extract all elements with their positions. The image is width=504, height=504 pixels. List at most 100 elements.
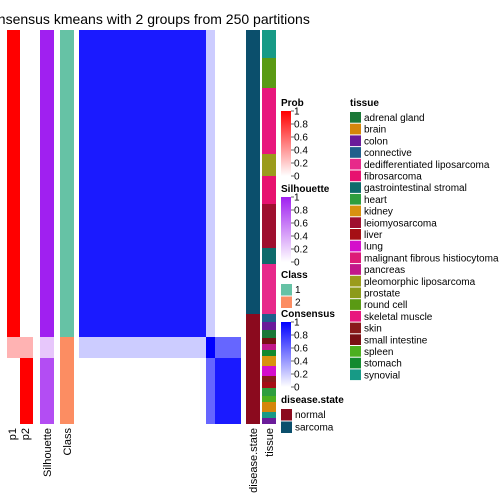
tissue-swatch-19 xyxy=(350,334,361,345)
consensus-tick-label-0: 1 xyxy=(294,318,300,329)
tissue-label-19: small intestine xyxy=(364,335,428,346)
tissue-swatch-20 xyxy=(350,346,361,357)
tissue-swatch-7 xyxy=(350,193,361,205)
tissue-swatch-22 xyxy=(350,369,361,381)
tissue-swatch-13 xyxy=(350,264,361,275)
tissue-swatch-15 xyxy=(350,287,361,299)
tissue-label-3: connective xyxy=(364,148,412,159)
tissue-cell-4 xyxy=(262,176,276,204)
tissue-swatch-17 xyxy=(350,310,361,322)
disease-state-sarcoma xyxy=(246,30,260,314)
silhouette-cell-group1 xyxy=(40,30,54,337)
consensus-tick-label-2: 0.6 xyxy=(294,344,308,355)
tissue-swatch-21 xyxy=(350,357,361,369)
p1-cell-mixed xyxy=(7,337,20,358)
tissue-swatch-4 xyxy=(350,158,361,170)
chart-title: consensus kmeans with 2 groups from 250 … xyxy=(0,11,310,27)
tissue-cell-6 xyxy=(262,248,276,264)
tissue-cell-18 xyxy=(262,388,276,396)
consensus-colorbar xyxy=(281,322,291,387)
tissue-label-7: heart xyxy=(364,195,387,206)
tissue-cell-17 xyxy=(262,382,276,388)
class-cell-2 xyxy=(60,337,74,424)
consensus-strip-mid xyxy=(215,337,241,358)
tissue-label-9: leiomyosarcoma xyxy=(364,218,437,229)
tissue-swatch-8 xyxy=(350,205,361,217)
prob-tick-label-3: 0.4 xyxy=(294,146,308,157)
tissue-cell-10 xyxy=(262,330,276,338)
tissue-label-6: gastrointestinal stromal xyxy=(364,183,467,194)
tissue-label-2: colon xyxy=(364,136,388,147)
consensus-block-mixed xyxy=(206,337,215,358)
silhouette-tick-label-0: 1 xyxy=(294,193,300,204)
tissue-cell-8 xyxy=(262,314,276,322)
tissue-cell-7 xyxy=(262,264,276,314)
tissue-label-14: pleomorphic liposarcoma xyxy=(364,277,476,288)
tissue-cell-22 xyxy=(262,418,276,424)
tissue-cell-0 xyxy=(262,30,276,58)
tissue-label-11: lung xyxy=(364,242,383,253)
tissue-cell-12 xyxy=(262,344,276,350)
disease-state-label-0: normal xyxy=(295,410,326,421)
silhouette-cell-mixed xyxy=(40,337,54,358)
p2-cell-group2 xyxy=(20,358,33,424)
silhouette-colorbar xyxy=(281,197,291,262)
consensus-block-22 xyxy=(215,358,241,424)
tissue-label-1: brain xyxy=(364,125,386,136)
disease-state-normal xyxy=(246,314,260,424)
consensus-tick-label-1: 0.8 xyxy=(294,331,308,342)
tissue-cell-1 xyxy=(262,58,276,88)
tissue-label-10: liver xyxy=(364,230,383,241)
tissue-swatch-0 xyxy=(350,112,361,123)
tissue-label-0: adrenal gland xyxy=(364,113,425,124)
silhouette-tick-label-1: 0.8 xyxy=(294,206,308,217)
tissue-cell-11 xyxy=(262,338,276,344)
tissue-swatch-16 xyxy=(350,299,361,310)
class-legend-title: Class xyxy=(281,270,308,281)
silhouette-tick-label-4: 0.2 xyxy=(294,245,308,256)
tissue-cell-13 xyxy=(262,350,276,356)
tissue-swatch-6 xyxy=(350,182,361,193)
p1-cell-group1 xyxy=(7,30,20,337)
tissue-swatch-3 xyxy=(350,147,361,158)
tissue-cell-16 xyxy=(262,376,276,382)
consensus-strip-bottom xyxy=(79,337,206,358)
tissue-swatch-2 xyxy=(350,135,361,147)
prob-tick-label-1: 0.8 xyxy=(294,120,308,131)
column-label-silhouette: Silhouette xyxy=(42,428,54,477)
tissue-label-17: skeletal muscle xyxy=(364,312,433,323)
tissue-cell-21 xyxy=(262,412,276,418)
column-label-p2: p2 xyxy=(20,428,32,440)
tissue-cell-9 xyxy=(262,322,276,330)
tissue-swatch-11 xyxy=(350,240,361,252)
disease-state-label-1: sarcoma xyxy=(295,423,334,434)
column-label-p1: p1 xyxy=(7,428,19,440)
tissue-legend-title: tissue xyxy=(350,98,379,109)
tissue-cell-19 xyxy=(262,396,276,402)
tissue-cell-2 xyxy=(262,88,276,154)
silhouette-tick-label-5: 0 xyxy=(294,258,300,269)
consensus-strip-mid2 xyxy=(206,358,215,424)
tissue-label-8: kidney xyxy=(364,207,393,218)
tissue-label-4: dedifferentiated liposarcoma xyxy=(364,160,490,171)
heatmap-body: p1 p2 Silhouette Class disease.state tissue xyxy=(7,30,276,493)
prob-tick-label-0: 1 xyxy=(294,107,300,118)
tissue-swatch-18 xyxy=(350,322,361,334)
prob-tick-label-4: 0.2 xyxy=(294,159,308,170)
silhouette-cell-group2 xyxy=(40,358,54,424)
tissue-label-12: malignant fibrous histiocytoma xyxy=(364,253,499,264)
tissue-cell-3 xyxy=(262,154,276,176)
p2-cell-mixed xyxy=(20,337,33,358)
disease-state-swatch-1 xyxy=(281,421,292,433)
consensus-tick-label-4: 0.2 xyxy=(294,370,308,381)
tissue-label-20: spleen xyxy=(364,347,393,358)
tissue-cell-14 xyxy=(262,356,276,366)
consensus-legend-title: Consensus xyxy=(281,309,335,320)
prob-tick-label-5: 0 xyxy=(294,172,300,183)
tissue-swatch-10 xyxy=(350,229,361,240)
class-cell-1 xyxy=(60,30,74,337)
consensus-tick-label-5: 0 xyxy=(294,383,300,394)
tissue-label-13: pancreas xyxy=(364,265,405,276)
tissue-label-18: skin xyxy=(364,324,382,335)
